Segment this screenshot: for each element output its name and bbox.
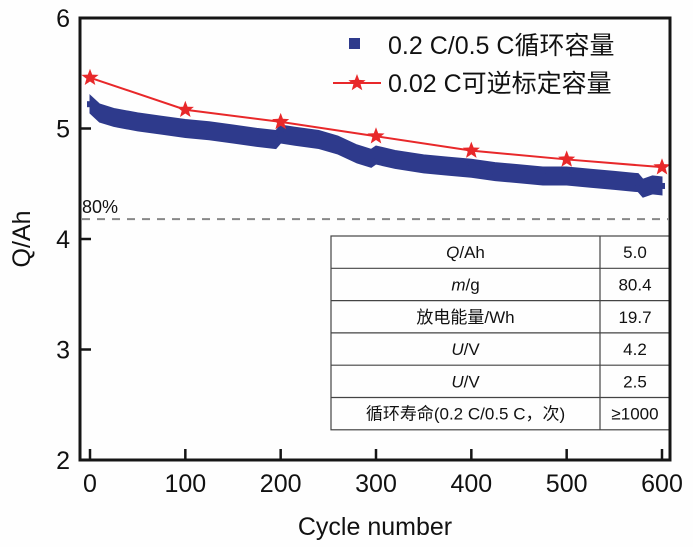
cycle-capacity-point xyxy=(420,160,427,167)
cycle-capacity-point xyxy=(158,122,165,129)
table-param-cell: U/V xyxy=(451,372,480,391)
table-param-cell: U/V xyxy=(451,340,480,359)
x-tick-label: 0 xyxy=(83,470,97,498)
cycle-capacity-point xyxy=(291,133,298,140)
x-axis-title: Cycle number xyxy=(298,513,452,541)
y-axis-title: Q/Ah xyxy=(8,211,36,268)
cycle-capacity-point xyxy=(253,134,260,141)
y-tick-label: 4 xyxy=(56,226,70,254)
cycle-capacity-point xyxy=(639,185,646,192)
cycle-capacity-point xyxy=(468,165,475,172)
cycle-capacity-point xyxy=(563,173,570,180)
table-param-cell: Q/Ah xyxy=(446,243,485,262)
cycle-capacity-point xyxy=(272,136,279,143)
cycle-capacity-point xyxy=(392,156,399,163)
cycle-capacity-point xyxy=(492,168,499,175)
reversible-capacity-star xyxy=(653,158,671,175)
x-tick-label: 500 xyxy=(546,470,588,498)
reversible-capacity-star xyxy=(81,68,99,85)
legend-label-cycle-capacity: 0.2 C/0.5 C循环容量 xyxy=(388,32,614,60)
series-cycle-capacity-band xyxy=(89,94,663,198)
y-tick-label: 2 xyxy=(56,447,70,475)
cycle-capacity-point xyxy=(587,175,594,182)
cycle-capacity-point xyxy=(659,182,665,189)
reference-line-label: 80% xyxy=(82,197,118,217)
x-tick-label: 600 xyxy=(641,470,683,498)
cycle-capacity-point xyxy=(649,181,656,188)
table-value-cell: 5.0 xyxy=(623,243,647,262)
cycle-capacity-point xyxy=(368,155,375,162)
cycle-capacity-point xyxy=(611,177,618,184)
legend-square-marker xyxy=(349,38,360,49)
cycle-capacity-point xyxy=(539,173,546,180)
y-tick-label: 3 xyxy=(56,337,70,365)
table-param-cell: m/g xyxy=(451,275,479,294)
reversible-capacity-star xyxy=(462,141,480,158)
table-value-cell: 4.2 xyxy=(623,340,647,359)
cycle-capacity-point xyxy=(96,110,103,117)
cycle-capacity-point xyxy=(277,131,284,138)
legend: 0.2 C/0.5 C循环容量 0.02 C可逆标定容量 xyxy=(333,32,614,98)
reversible-capacity-star xyxy=(176,100,194,117)
table-value-cell: 80.4 xyxy=(618,275,651,294)
axes: 2 3 4 5 6 0 100 200 300 400 500 600 Cycle number Q/Ah xyxy=(8,5,683,541)
cycle-capacity-point xyxy=(444,163,451,170)
reversible-capacity-star xyxy=(272,112,290,130)
y-tick-label: 6 xyxy=(56,5,70,33)
cycle-capacity-point xyxy=(87,101,93,108)
reversible-capacity-star xyxy=(367,127,385,144)
table-value-cell: 19.7 xyxy=(618,308,651,327)
table-value-cell: 2.5 xyxy=(623,372,647,391)
cycle-capacity-point xyxy=(206,127,213,134)
spec-table: Q/Ah 5.0 m/g 80.4 放电能量/Wh 19.7 U/V 4.2 U/V 2.5 循环寿… xyxy=(330,235,671,431)
cycle-capacity-point xyxy=(373,152,379,159)
y-tick-label: 5 xyxy=(56,116,70,144)
table-param-cell: 循环寿命(0.2 C/0.5 C，次) xyxy=(366,405,565,424)
legend-star-marker xyxy=(348,74,366,91)
legend-label-reversible-capacity: 0.02 C可逆标定容量 xyxy=(388,70,612,98)
plot-area: 80% xyxy=(81,68,671,221)
cycle-capacity-point xyxy=(315,136,322,143)
reversible-capacity-star xyxy=(558,150,576,167)
cycle-capacity-point xyxy=(230,131,236,138)
table-param-cell: 放电能量/Wh xyxy=(416,308,514,327)
cycle-capacity-point xyxy=(516,170,522,177)
x-tick-label: 100 xyxy=(164,470,206,498)
cycle-capacity-point xyxy=(635,179,642,186)
cycle-capacity-point xyxy=(182,125,189,132)
cycle-capacity-point xyxy=(134,118,141,125)
x-tick-label: 400 xyxy=(450,470,492,498)
x-tick-label: 200 xyxy=(260,470,302,498)
cycle-capacity-point xyxy=(110,114,117,121)
x-tick-label: 300 xyxy=(355,470,397,498)
cycle-capacity-point xyxy=(334,142,341,149)
table-value-cell: ≥1000 xyxy=(611,405,658,424)
cycle-capacity-point xyxy=(353,150,360,157)
